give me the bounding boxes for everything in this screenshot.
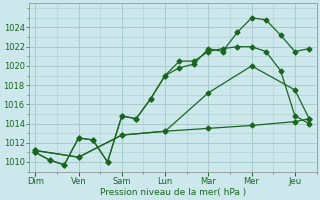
X-axis label: Pression niveau de la mer( hPa ): Pression niveau de la mer( hPa ) [100, 188, 246, 197]
